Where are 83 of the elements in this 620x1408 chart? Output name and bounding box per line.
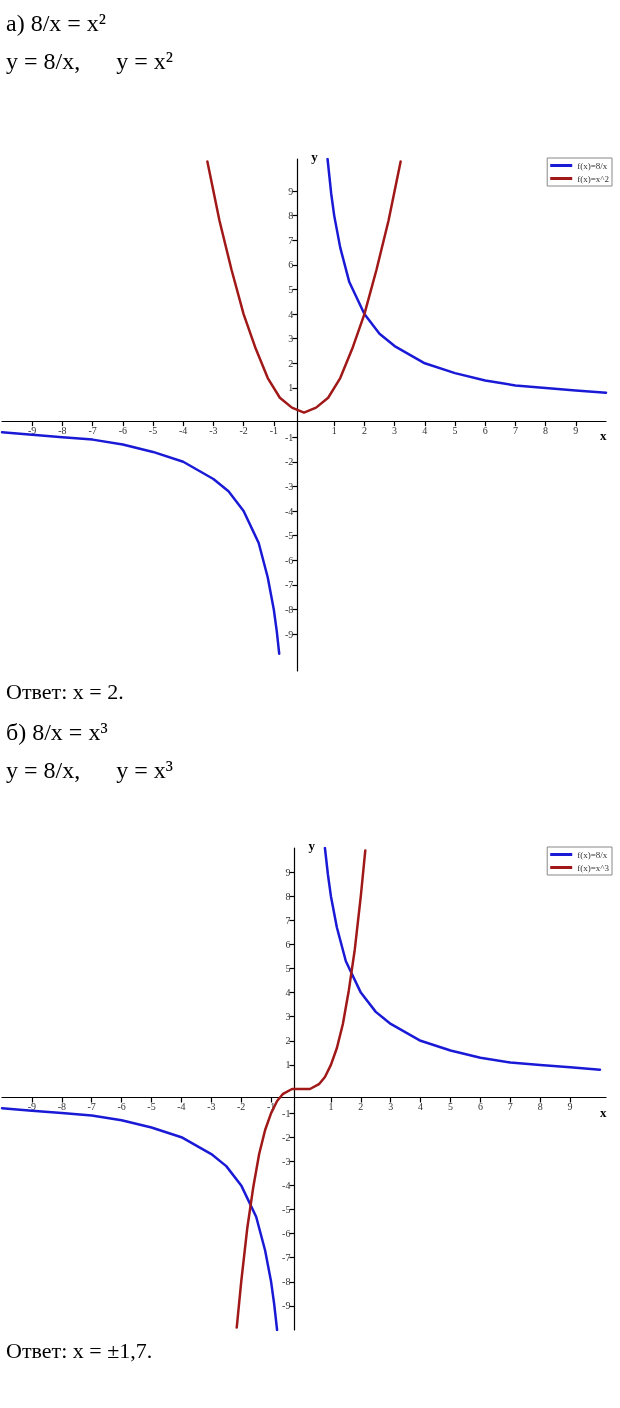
x-tick-label: -2 (237, 1101, 246, 1112)
y-tick-label: 1 (288, 382, 294, 394)
y-tick-label: 8 (288, 210, 294, 222)
y-tick-label: -2 (284, 456, 294, 468)
legend-label: f(x)=x^2 (577, 173, 610, 184)
y-tick-label: 5 (285, 963, 291, 974)
x-tick-label: -1 (269, 424, 278, 436)
y-tick-label: 3 (285, 1011, 291, 1023)
y-tick-label: 2 (285, 1035, 291, 1047)
legend-label: f(x)=x^3 (577, 862, 610, 873)
y-tick-label: -5 (282, 1204, 291, 1215)
x-tick-label: 3 (388, 1101, 394, 1112)
x-axis-title: x (600, 428, 607, 444)
x-tick-label: 1 (328, 1101, 334, 1112)
x-tick-label: 4 (418, 1101, 424, 1112)
y-tick-label: 8 (285, 890, 291, 902)
y-tick-label: -5 (284, 530, 294, 542)
x-tick-label: -9 (27, 1101, 37, 1112)
y-tick-label: -7 (284, 579, 294, 591)
y-tick-label: 3 (288, 333, 294, 345)
x-tick-label: 8 (543, 424, 549, 436)
y-tick-label: 7 (285, 914, 291, 926)
y-tick-label: -6 (282, 1228, 291, 1240)
y-axis-title: y (308, 838, 316, 853)
x-tick-label: 9 (573, 424, 579, 436)
y-tick-label: 4 (285, 987, 291, 999)
x-tick-label: -2 (239, 424, 248, 436)
x-tick-label: 5 (452, 424, 458, 436)
x-tick-label: 2 (358, 1101, 364, 1112)
y-tick-label: -2 (282, 1131, 291, 1143)
legend-label: f(x)=8/x (577, 849, 608, 860)
x-axis-title: x (600, 1104, 607, 1120)
y-tick-label: -8 (282, 1276, 291, 1288)
y-tick-label: 2 (288, 357, 294, 369)
y-tick-label: 4 (288, 308, 294, 320)
y-tick-label: 9 (288, 185, 294, 197)
y-tick-label: 7 (288, 234, 294, 246)
y-tick-label: 6 (288, 259, 294, 271)
x-tick-label: -8 (57, 1101, 66, 1112)
x-tick-label: 3 (392, 424, 398, 436)
x-tick-label: -9 (28, 424, 37, 436)
x-tick-label: -6 (118, 424, 127, 436)
y-axis-title: y (311, 149, 319, 164)
x-tick-label: -6 (117, 1101, 126, 1112)
x-tick-label: -5 (148, 424, 158, 436)
x-tick-label: -8 (58, 424, 67, 436)
legend-label: f(x)=8/x (577, 160, 608, 171)
x-tick-label: 6 (477, 1101, 483, 1112)
y-tick-label: -9 (284, 628, 294, 640)
x-tick-label: 5 (448, 1101, 454, 1112)
x-tick-label: -3 (209, 424, 218, 436)
chart-title: б) 8/x = x³ (6, 718, 109, 747)
x-tick-label: 1 (331, 424, 337, 436)
x-tick-label: -4 (177, 1101, 186, 1112)
x-tick-label: -3 (207, 1101, 216, 1112)
x-tick-label: 7 (512, 424, 518, 436)
y-tick-label: -4 (284, 505, 294, 517)
text: Ответ: x = 2. (5, 678, 125, 706)
chart-subtitle: y = 8/x, y = x³ (6, 756, 174, 786)
y-tick-label: -4 (282, 1179, 291, 1191)
y-tick-label: 6 (285, 938, 291, 950)
x-tick-label: -4 (179, 424, 188, 436)
x-tick-label: 6 (482, 424, 488, 436)
chart-title: а) 8/x = x² (6, 9, 108, 38)
y-tick-label: -9 (282, 1300, 291, 1312)
x-tick-label: 4 (422, 424, 428, 436)
x-tick-label: 7 (507, 1101, 513, 1112)
y-tick-label: -3 (282, 1155, 291, 1167)
y-tick-label: 5 (288, 283, 294, 295)
y-tick-label: -8 (284, 603, 294, 615)
x-tick-label: 9 (567, 1101, 573, 1112)
x-tick-label: 8 (537, 1101, 543, 1112)
text: Ответ: x = ±1,7. (5, 1337, 154, 1365)
chart-subtitle: y = 8/x, y = x² (6, 47, 174, 77)
x-tick-label: -7 (88, 424, 97, 436)
x-tick-label: -5 (147, 1101, 156, 1112)
y-tick-label: -7 (282, 1252, 291, 1264)
y-tick-label: 1 (285, 1059, 291, 1071)
x-tick-label: -7 (87, 1101, 96, 1112)
y-tick-label: 9 (285, 866, 291, 878)
y-tick-label: -6 (284, 554, 294, 566)
y-tick-label: -3 (284, 480, 294, 492)
x-tick-label: 2 (361, 424, 367, 436)
